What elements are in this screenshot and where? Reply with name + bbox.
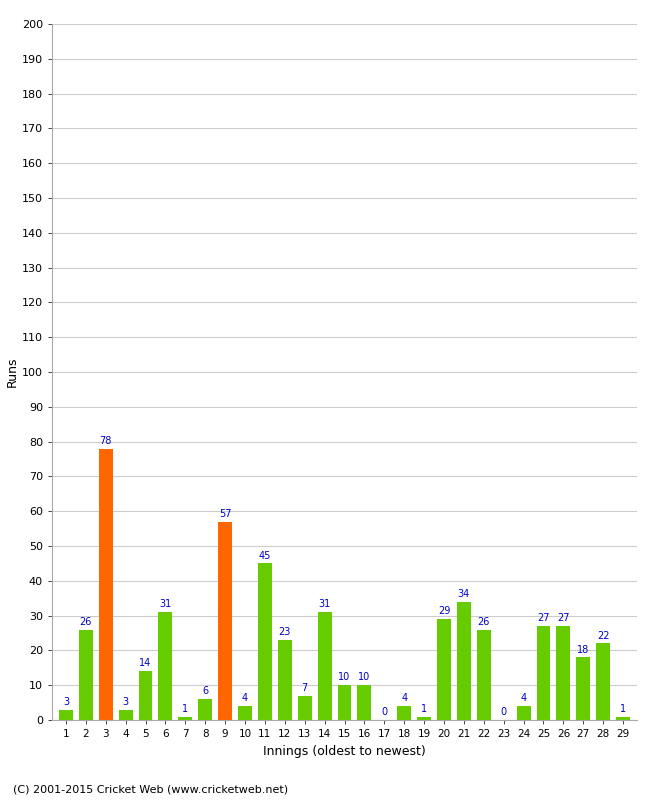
Text: 3: 3 xyxy=(63,697,69,706)
Text: 4: 4 xyxy=(521,694,526,703)
Bar xyxy=(79,630,93,720)
Bar xyxy=(119,710,133,720)
Text: 0: 0 xyxy=(500,707,507,718)
Text: 10: 10 xyxy=(358,673,370,682)
Bar xyxy=(556,626,570,720)
X-axis label: Innings (oldest to newest): Innings (oldest to newest) xyxy=(263,745,426,758)
Text: 1: 1 xyxy=(182,704,188,714)
Text: 27: 27 xyxy=(538,614,550,623)
Text: 4: 4 xyxy=(401,694,408,703)
Text: 31: 31 xyxy=(159,599,172,610)
Bar xyxy=(238,706,252,720)
Text: 31: 31 xyxy=(318,599,331,610)
Text: 0: 0 xyxy=(382,707,387,718)
Bar xyxy=(138,671,153,720)
Text: 78: 78 xyxy=(99,436,112,446)
Bar xyxy=(437,619,451,720)
Text: 7: 7 xyxy=(302,683,308,693)
Text: 14: 14 xyxy=(139,658,151,669)
Text: 26: 26 xyxy=(478,617,490,626)
Text: 6: 6 xyxy=(202,686,208,696)
Bar xyxy=(159,612,172,720)
Text: 10: 10 xyxy=(339,673,350,682)
Bar xyxy=(99,449,112,720)
Bar xyxy=(218,522,232,720)
Bar xyxy=(417,717,431,720)
Bar xyxy=(198,699,212,720)
Bar xyxy=(397,706,411,720)
Text: 34: 34 xyxy=(458,589,470,599)
Text: 45: 45 xyxy=(259,550,271,561)
Bar xyxy=(178,717,192,720)
Bar xyxy=(337,685,352,720)
Bar xyxy=(298,696,311,720)
Bar xyxy=(358,685,371,720)
Bar xyxy=(59,710,73,720)
Text: 1: 1 xyxy=(620,704,626,714)
Text: 27: 27 xyxy=(557,614,569,623)
Text: 29: 29 xyxy=(438,606,450,616)
Text: 3: 3 xyxy=(123,697,129,706)
Bar xyxy=(258,563,272,720)
Text: 22: 22 xyxy=(597,630,610,641)
Text: 18: 18 xyxy=(577,645,590,654)
Bar xyxy=(517,706,530,720)
Text: 57: 57 xyxy=(219,509,231,519)
Bar xyxy=(278,640,292,720)
Bar xyxy=(536,626,551,720)
Text: 23: 23 xyxy=(279,627,291,637)
Bar xyxy=(457,602,471,720)
Bar xyxy=(477,630,491,720)
Y-axis label: Runs: Runs xyxy=(6,357,19,387)
Text: 4: 4 xyxy=(242,694,248,703)
Bar xyxy=(577,658,590,720)
Bar xyxy=(596,643,610,720)
Text: 26: 26 xyxy=(80,617,92,626)
Text: 1: 1 xyxy=(421,704,427,714)
Bar xyxy=(318,612,332,720)
Bar xyxy=(616,717,630,720)
Text: (C) 2001-2015 Cricket Web (www.cricketweb.net): (C) 2001-2015 Cricket Web (www.cricketwe… xyxy=(13,784,288,794)
